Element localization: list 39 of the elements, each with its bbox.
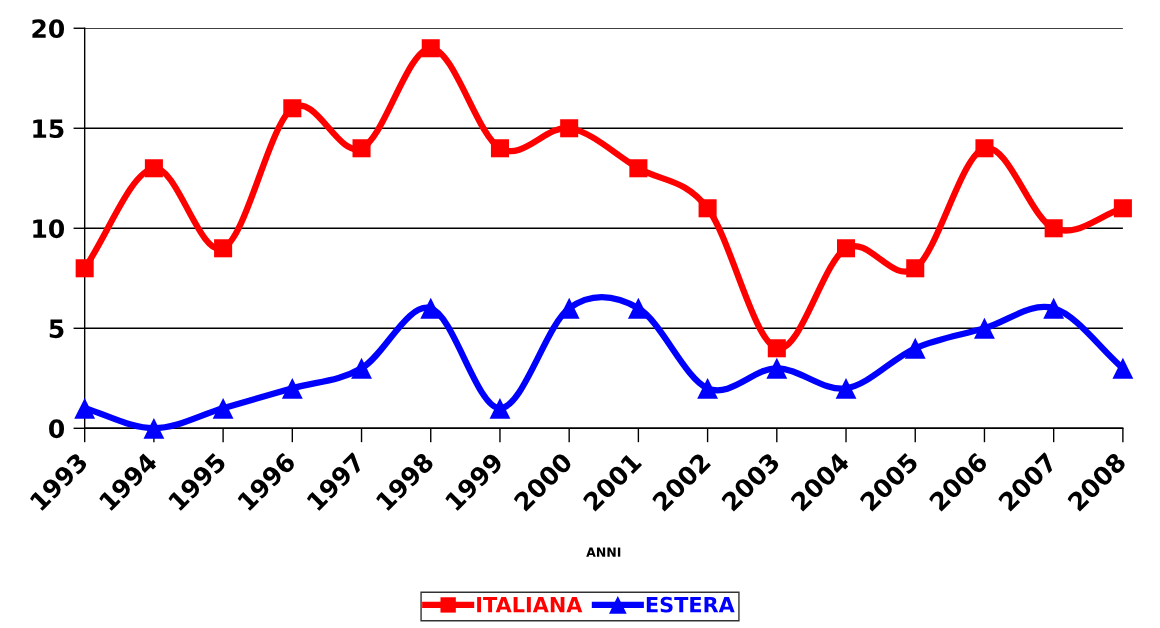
point — [75, 259, 94, 278]
point — [489, 397, 511, 419]
point — [629, 159, 648, 178]
point — [766, 357, 788, 379]
point — [1112, 357, 1134, 379]
point — [283, 99, 302, 118]
point — [214, 239, 233, 258]
point — [212, 397, 234, 419]
point — [560, 119, 579, 138]
legend-label: ITALIANA — [477, 597, 583, 613]
point — [835, 377, 857, 399]
point — [144, 159, 163, 178]
point — [143, 417, 165, 439]
y-tick-label: 0 — [49, 419, 65, 439]
point — [974, 317, 995, 339]
point — [490, 139, 509, 158]
y-tick-label: 20 — [32, 19, 65, 39]
point — [281, 377, 303, 399]
point — [1044, 219, 1063, 238]
point — [421, 39, 440, 58]
point — [975, 139, 994, 158]
point — [420, 297, 442, 319]
point — [1043, 297, 1065, 319]
legend-label: ESTERA — [646, 596, 735, 613]
point — [352, 139, 371, 158]
y-tick-label: 10 — [33, 219, 65, 239]
y-tick-label: 15 — [33, 119, 64, 139]
point — [698, 199, 717, 218]
point — [906, 259, 925, 278]
y-tick-label: 5 — [49, 319, 64, 339]
point — [1113, 199, 1132, 218]
point — [767, 339, 786, 358]
x-axis-title: ANNI — [586, 547, 621, 557]
point — [627, 297, 649, 319]
point — [351, 357, 372, 379]
point — [837, 239, 856, 258]
point — [904, 337, 926, 359]
point — [697, 377, 719, 399]
point — [74, 397, 96, 419]
